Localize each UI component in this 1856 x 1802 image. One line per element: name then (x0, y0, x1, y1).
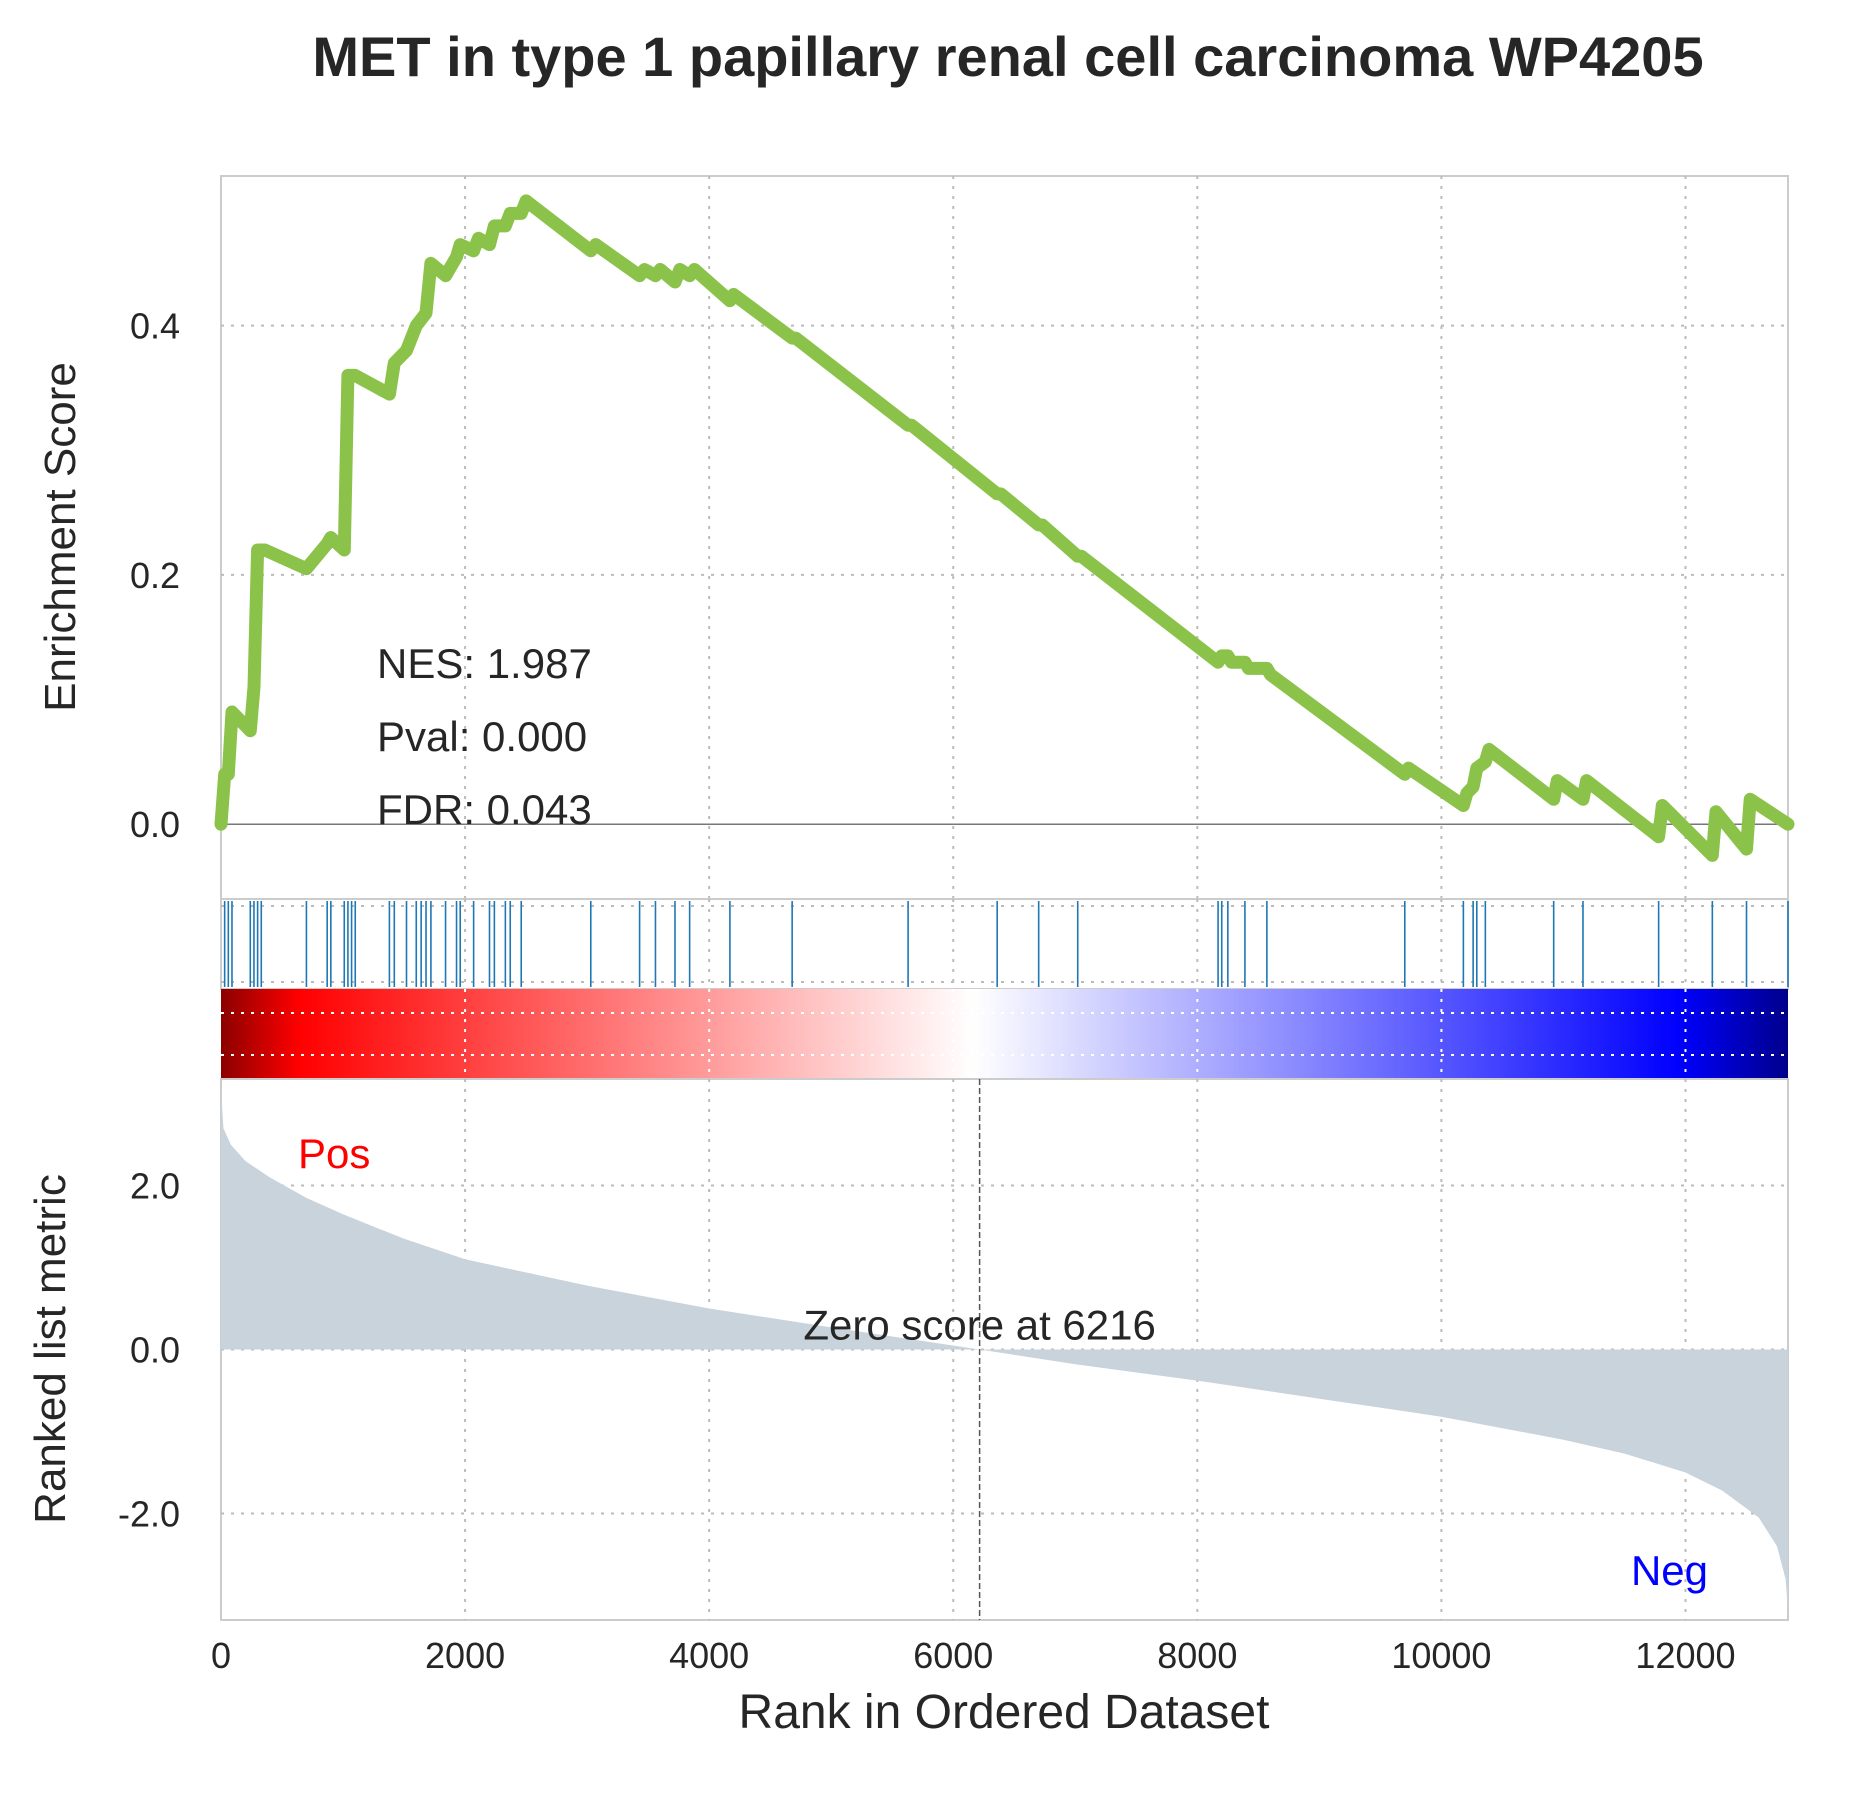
es-y-tick-label: 0.4 (130, 306, 180, 347)
neg-label: Neg (1631, 1547, 1708, 1594)
x-axis-label: Rank in Ordered Dataset (739, 1686, 1270, 1739)
x-tick-label: 12000 (1635, 1635, 1735, 1676)
hit-marks (223, 901, 1789, 987)
rank-y-tick-label: -2.0 (118, 1493, 180, 1534)
pval-annotation: Pval: 0.000 (377, 713, 587, 760)
chart-title: MET in type 1 papillary renal cell carci… (312, 25, 1703, 88)
es-y-tick-label: 0.2 (130, 555, 180, 596)
x-tick-label: 8000 (1157, 1635, 1237, 1676)
heatmap-panel (221, 989, 1788, 1079)
es-y-ticks: 0.0 0.2 0.4 (130, 306, 180, 846)
es-curve (214, 194, 1795, 862)
hits-grid (221, 899, 1788, 989)
es-panel: 0.0 0.2 0.4 NES: 1.987 Pval: 0.000 FDR: 0.… (36, 175, 1795, 900)
x-tick-label: 2000 (425, 1635, 505, 1676)
x-axis-ticks: 0 2000 4000 6000 8000 10000 12000 (211, 1635, 1736, 1676)
rank-y-tick-label: 0.0 (130, 1330, 180, 1371)
rank-y-tick-label: 2.0 (130, 1166, 180, 1207)
heatmap-grid (221, 989, 1788, 1079)
es-ylabel: Enrichment Score (36, 362, 85, 712)
fdr-annotation: FDR: 0.043 (377, 786, 592, 833)
zero-score-label: Zero score at 6216 (803, 1302, 1156, 1349)
es-grid (221, 176, 1788, 899)
rank-y-ticks: -2.0 0.0 2.0 (118, 1166, 180, 1535)
x-tick-label: 4000 (669, 1635, 749, 1676)
nes-annotation: NES: 1.987 (377, 640, 592, 687)
rank-panel: -2.0 0.0 2.0 Zero score at 6216 Pos Neg Ra… (26, 1078, 1789, 1621)
ranked-metric-area (221, 1087, 1788, 1612)
pos-label: Pos (298, 1130, 370, 1177)
rank-heatmap-bar (221, 989, 1788, 1079)
x-tick-label: 0 (211, 1635, 231, 1676)
rank-ylabel: Ranked list metric (26, 1174, 75, 1524)
hits-panel (220, 898, 1789, 990)
x-tick-label: 10000 (1391, 1635, 1491, 1676)
es-y-tick-label: 0.0 (130, 804, 180, 845)
x-tick-label: 6000 (913, 1635, 993, 1676)
